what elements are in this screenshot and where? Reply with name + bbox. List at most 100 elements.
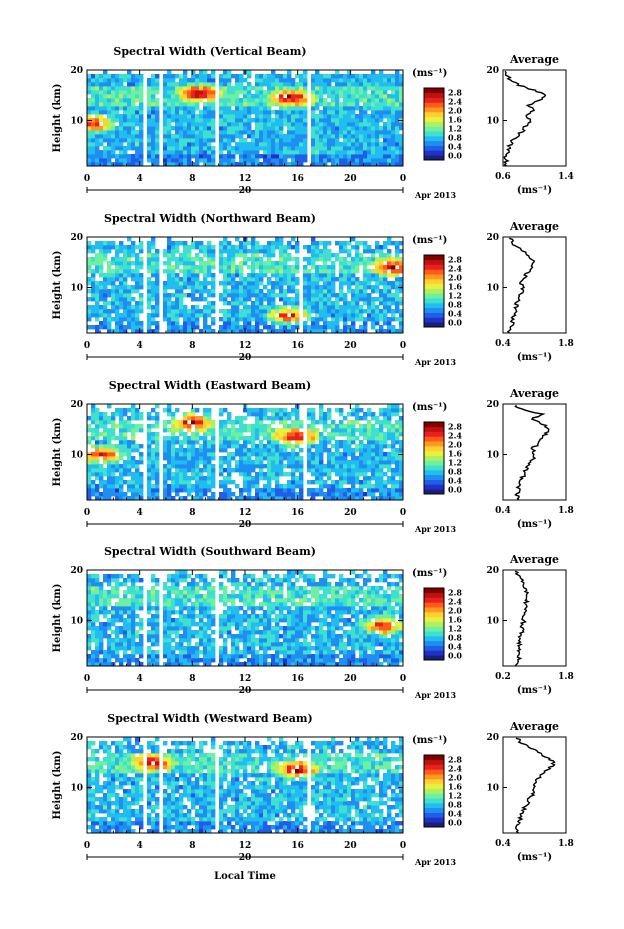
heatmap-cell (375, 472, 380, 477)
heatmap-cell (367, 134, 372, 139)
heatmap-cell (375, 452, 380, 457)
heatmap-cell (231, 492, 236, 497)
heatmap-cell (163, 313, 168, 318)
heatmap-cell (359, 468, 364, 473)
heatmap-cell (395, 118, 400, 123)
heatmap-cell (235, 448, 240, 453)
heatmap-cell (131, 309, 136, 314)
heatmap-cell (119, 496, 124, 501)
heatmap-cell (387, 162, 392, 167)
heatmap-cell (211, 74, 216, 79)
heatmap-cell (91, 488, 96, 493)
heatmap-cell (95, 456, 100, 461)
heatmap-cell (247, 94, 252, 99)
heatmap-cell (87, 102, 92, 107)
heatmap-cell (271, 329, 276, 334)
heatmap-cell (115, 269, 120, 274)
heatmap-cell (167, 142, 172, 147)
heatmap-cell (347, 86, 352, 91)
heatmap-cell (155, 293, 160, 298)
heatmap-cell (167, 484, 172, 489)
heatmap-cell (271, 460, 276, 465)
heatmap-cell (167, 329, 172, 334)
heatmap-cell (119, 606, 124, 611)
heatmap-cell (379, 118, 384, 123)
heatmap-cell (187, 460, 192, 465)
heatmap-cell (87, 658, 92, 663)
heatmap-cell (235, 444, 240, 449)
heatmap-cell (103, 634, 108, 639)
heatmap-cell (355, 301, 360, 306)
average-x-tick-label: 0.4 (495, 339, 511, 349)
heatmap-cell (291, 329, 296, 334)
heatmap-cell (127, 265, 132, 270)
heatmap-cell (339, 408, 344, 413)
heatmap-cell (231, 158, 236, 163)
heatmap-cell (291, 313, 296, 318)
colorbar-swatch (424, 317, 444, 323)
heatmap-cell (267, 98, 272, 103)
heatmap-cell (347, 460, 352, 465)
colorbar-swatch (424, 303, 444, 309)
heatmap-cell (395, 309, 400, 314)
heatmap-cell (127, 154, 132, 159)
heatmap-cell (311, 150, 316, 155)
heatmap-cell (291, 484, 296, 489)
heatmap-cell (363, 317, 368, 322)
heatmap-cell (351, 440, 356, 445)
heatmap-cell (239, 249, 244, 254)
heatmap-cell (103, 598, 108, 603)
heatmap-cell (267, 297, 272, 302)
heatmap-cell (127, 488, 132, 493)
heatmap-cell (191, 440, 196, 445)
heatmap-cell (231, 261, 236, 266)
heatmap-cell (399, 269, 404, 274)
heatmap-cell (131, 464, 136, 469)
heatmap-cell (187, 416, 192, 421)
heatmap-cell (111, 622, 116, 627)
heatmap-cell (303, 90, 308, 95)
heatmap-cell (383, 130, 388, 135)
heatmap-cell (279, 305, 284, 310)
heatmap-cell (295, 154, 300, 159)
heatmap-cell (335, 70, 340, 75)
heatmap-cell (375, 484, 380, 489)
heatmap-cell (379, 484, 384, 489)
heatmap-cell (163, 428, 168, 433)
heatmap-cell (367, 261, 372, 266)
heatmap-cell (263, 305, 268, 310)
heatmap-cell (335, 424, 340, 429)
heatmap-cell (123, 630, 128, 635)
heatmap-cell (223, 126, 228, 131)
heatmap-cell (199, 281, 204, 286)
panel-title: Spectral Width (Northward Beam) (104, 212, 316, 225)
heatmap-cell (87, 440, 92, 445)
heatmap-cell (223, 142, 228, 147)
heatmap-cell (147, 412, 152, 417)
heatmap-cell (363, 269, 368, 274)
heatmap-cell (375, 420, 380, 425)
heatmap-cell (263, 98, 268, 103)
heatmap-cell (267, 134, 272, 139)
heatmap-cell (123, 90, 128, 95)
heatmap-cell (383, 78, 388, 83)
heatmap-cell (383, 102, 388, 107)
heatmap-cell (383, 90, 388, 95)
heatmap-cell (295, 241, 300, 246)
heatmap-cell (99, 634, 104, 639)
heatmap-cell (91, 610, 96, 615)
heatmap-cell (243, 297, 248, 302)
heatmap-cell (223, 82, 228, 87)
heatmap-cell (179, 420, 184, 425)
heatmap-cell (287, 496, 292, 501)
heatmap-cell (239, 134, 244, 139)
heatmap-cell (339, 94, 344, 99)
heatmap-cell (279, 265, 284, 270)
heatmap-cell (343, 114, 348, 119)
heatmap-cell (135, 261, 140, 266)
heatmap-cell (311, 305, 316, 310)
day-label: 20 (239, 353, 252, 363)
heatmap-cell (295, 432, 300, 437)
heatmap-cell (247, 492, 252, 497)
heatmap-cell (395, 150, 400, 155)
